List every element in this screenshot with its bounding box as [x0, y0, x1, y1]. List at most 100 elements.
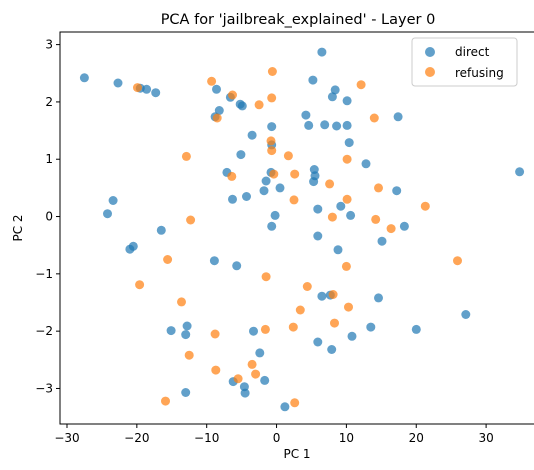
- points-layer: [79, 47, 525, 412]
- point-refusing-10: [267, 146, 277, 156]
- point-direct-62: [347, 331, 357, 341]
- point-refusing-6: [212, 113, 222, 123]
- point-refusing-27: [261, 272, 271, 282]
- point-direct-29: [320, 120, 330, 130]
- point-direct-68: [313, 337, 323, 347]
- point-refusing-32: [328, 290, 338, 299]
- point-direct-19: [259, 186, 269, 196]
- point-refusing-7: [356, 80, 366, 90]
- y-tick-label: −2: [35, 324, 53, 338]
- point-refusing-25: [386, 224, 396, 234]
- legend-label-refusing: refusing: [455, 66, 504, 80]
- point-refusing-5: [133, 83, 142, 93]
- point-refusing-17: [325, 179, 335, 189]
- x-axis-ticks: −30 −20 −10 0 10 20 30: [54, 424, 494, 445]
- point-direct-39: [515, 167, 525, 177]
- point-direct-11: [267, 122, 277, 132]
- legend-marker-direct: [425, 47, 435, 57]
- y-tick-label: −3: [35, 381, 53, 395]
- x-tick-label: 0: [273, 431, 281, 445]
- y-tick-label: 1: [45, 152, 53, 166]
- legend-marker-refusing: [425, 67, 435, 77]
- point-direct-38: [392, 186, 402, 196]
- point-direct-74: [181, 388, 191, 397]
- point-direct-14: [236, 150, 246, 160]
- point-refusing-9: [266, 136, 276, 146]
- y-tick-label: 0: [45, 210, 53, 224]
- point-direct-34: [393, 112, 403, 122]
- point-direct-55: [232, 261, 242, 271]
- point-direct-66: [249, 326, 258, 336]
- point-refusing-33: [177, 297, 186, 307]
- point-direct-53: [399, 221, 409, 231]
- point-refusing-26: [163, 255, 173, 264]
- point-refusing-3: [267, 93, 277, 103]
- point-direct-59: [461, 310, 471, 319]
- point-direct-72: [240, 388, 250, 398]
- point-direct-44: [156, 225, 166, 235]
- point-direct-32: [344, 138, 354, 148]
- point-direct-43: [125, 244, 135, 254]
- point-refusing-2: [267, 67, 277, 76]
- point-direct-22: [308, 75, 318, 85]
- point-refusing-35: [344, 302, 353, 312]
- x-tick-label: −30: [54, 431, 79, 445]
- x-tick-label: 10: [339, 431, 354, 445]
- point-refusing-16: [227, 171, 237, 181]
- x-tick-label: 30: [478, 431, 493, 445]
- point-refusing-11: [283, 151, 293, 161]
- point-direct-37: [309, 165, 319, 174]
- point-direct-73: [260, 375, 270, 385]
- point-direct-56: [317, 291, 327, 301]
- point-direct-8: [237, 101, 247, 111]
- point-refusing-4: [254, 100, 264, 110]
- point-direct-0: [79, 73, 89, 83]
- point-direct-61: [366, 322, 376, 332]
- point-direct-64: [182, 321, 192, 331]
- point-direct-4: [151, 88, 161, 98]
- point-direct-26: [342, 96, 352, 106]
- y-tick-label: −1: [35, 267, 53, 281]
- point-refusing-12: [181, 151, 191, 161]
- point-direct-52: [377, 236, 387, 246]
- point-direct-47: [313, 204, 323, 214]
- point-direct-54: [209, 256, 219, 266]
- point-direct-3: [142, 84, 152, 94]
- y-axis-label: PC 2: [11, 214, 25, 241]
- point-direct-17: [228, 194, 237, 204]
- point-direct-28: [304, 120, 314, 130]
- point-refusing-8: [369, 113, 379, 123]
- plot-area: [59, 31, 534, 425]
- point-refusing-18: [374, 183, 383, 193]
- point-direct-50: [346, 210, 356, 220]
- point-direct-58: [374, 293, 383, 303]
- point-direct-67: [255, 348, 265, 358]
- point-direct-60: [411, 324, 421, 334]
- point-refusing-37: [260, 324, 270, 334]
- point-direct-45: [270, 210, 280, 220]
- point-direct-16: [261, 176, 271, 186]
- point-refusing-34: [295, 305, 305, 315]
- point-direct-5: [212, 84, 221, 94]
- point-refusing-22: [186, 215, 196, 225]
- point-direct-18: [242, 192, 251, 201]
- plot-frame: [59, 31, 534, 425]
- legend-box: [411, 37, 518, 87]
- point-refusing-24: [371, 214, 381, 224]
- point-refusing-43: [233, 374, 243, 384]
- point-direct-65: [181, 330, 191, 340]
- point-direct-51: [333, 245, 343, 255]
- legend: direct refusing: [411, 37, 518, 87]
- y-tick-label: 2: [45, 95, 53, 109]
- point-direct-24: [330, 85, 340, 95]
- point-direct-25: [327, 92, 337, 102]
- point-refusing-44: [251, 369, 261, 379]
- y-axis-ticks: −3 −2 −1 0 1 2 3: [35, 38, 60, 395]
- chart-title: PCA for 'jailbreak_explained' - Layer 0: [161, 12, 436, 28]
- legend-label-direct: direct: [455, 45, 490, 59]
- point-direct-1: [113, 78, 123, 88]
- point-refusing-42: [247, 359, 257, 369]
- point-direct-48: [313, 231, 323, 241]
- point-direct-31: [342, 120, 352, 130]
